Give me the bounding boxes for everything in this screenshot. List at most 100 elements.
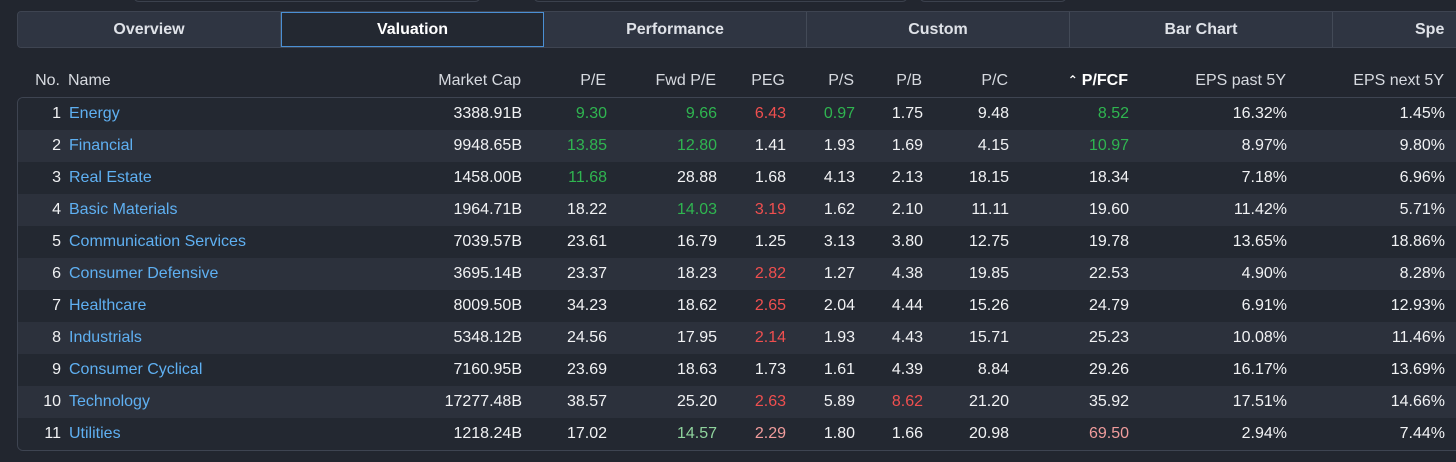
column-header-pc[interactable]: P/C xyxy=(981,72,1008,89)
sector-name-link[interactable]: Basic Materials xyxy=(69,201,178,218)
market-cap-cell: 3388.91B xyxy=(453,105,522,122)
sector-name-link[interactable]: Real Estate xyxy=(69,169,152,186)
pfcf-cell: 8.52 xyxy=(1097,105,1129,122)
pe-cell: 9.30 xyxy=(575,105,607,122)
table-row[interactable]: 6 Consumer Defensive 3695.14B 23.37 18.23 2.8… xyxy=(18,258,1456,290)
peg-cell: 1.25 xyxy=(754,233,786,250)
table-header: No. Name Market Cap P/E Fwd P/E PEG P/S … xyxy=(0,66,1456,98)
tab-performance[interactable]: Performance xyxy=(544,12,807,47)
sector-name-link[interactable]: Communication Services xyxy=(69,233,246,250)
row-number: 11 xyxy=(44,425,61,442)
tab-valuation[interactable]: Valuation xyxy=(281,12,544,47)
column-header-fwd-pe[interactable]: Fwd P/E xyxy=(655,72,716,89)
column-header-eps-past-5y[interactable]: EPS past 5Y xyxy=(1195,72,1286,89)
pe-cell: 23.69 xyxy=(566,361,607,378)
filter-select[interactable] xyxy=(919,0,1067,2)
column-header-pe[interactable]: P/E xyxy=(580,72,606,89)
tab-overview[interactable]: Overview xyxy=(18,12,281,47)
fwd-pe-cell: 28.88 xyxy=(676,169,717,186)
peg-cell: 1.68 xyxy=(754,169,786,186)
eps-past-5y-cell: 4.90% xyxy=(1241,265,1287,282)
eps-past-5y-cell: 13.65% xyxy=(1232,233,1287,250)
pb-cell: 4.38 xyxy=(891,265,923,282)
table-row[interactable]: 9 Consumer Cyclical 7160.95B 23.69 18.63 1.73… xyxy=(18,354,1456,386)
ps-cell: 1.62 xyxy=(823,201,855,218)
sector-name-link[interactable]: Consumer Cyclical xyxy=(69,361,203,378)
eps-past-5y-cell: 7.18% xyxy=(1241,169,1287,186)
pc-cell: 9.48 xyxy=(977,105,1009,122)
eps-past-5y-cell: 10.08% xyxy=(1232,329,1287,346)
sector-name-link[interactable]: Healthcare xyxy=(69,297,147,314)
ps-cell: 3.13 xyxy=(823,233,855,250)
sector-name-link[interactable]: Utilities xyxy=(69,425,121,442)
table-row[interactable]: 3 Real Estate 1458.00B 11.68 28.88 1.68 4.13 2.… xyxy=(18,162,1456,194)
sector-name-link[interactable]: Technology xyxy=(69,393,150,410)
sector-table: 1 Energy 3388.91B 9.30 9.66 6.43 0.97 1.75 9.48 8… xyxy=(17,97,1456,451)
market-cap-cell: 1964.71B xyxy=(453,201,522,218)
sector-name-link[interactable]: Energy xyxy=(69,105,120,122)
column-header-market-cap[interactable]: Market Cap xyxy=(438,72,521,89)
pfcf-cell: 35.92 xyxy=(1088,393,1129,410)
fwd-pe-cell: 14.03 xyxy=(676,201,717,218)
pfcf-cell: 19.60 xyxy=(1088,201,1129,218)
eps-next-5y-cell: 11.46% xyxy=(1391,329,1445,346)
column-header-pb[interactable]: P/B xyxy=(896,72,922,89)
filter-select[interactable] xyxy=(533,0,908,2)
row-number: 3 xyxy=(52,169,61,186)
table-row[interactable]: 11 Utilities 1218.24B 17.02 14.57 2.29 1.80 1.6… xyxy=(18,418,1456,450)
row-number: 4 xyxy=(52,201,61,218)
view-tabs: Overview Valuation Performance Custom Ba… xyxy=(17,11,1456,48)
pb-cell: 4.44 xyxy=(891,297,923,314)
sector-name-link[interactable]: Consumer Defensive xyxy=(69,265,219,282)
table-row[interactable]: 7 Healthcare 8009.50B 34.23 18.62 2.65 2.04 4.4… xyxy=(18,290,1456,322)
pe-cell: 11.68 xyxy=(568,169,607,186)
tab-bar-chart[interactable]: Bar Chart xyxy=(1070,12,1333,47)
pe-cell: 23.37 xyxy=(566,265,607,282)
sector-name-link[interactable]: Financial xyxy=(69,137,134,154)
sector-name-link[interactable]: Industrials xyxy=(69,329,142,346)
ps-cell: 5.89 xyxy=(823,393,855,410)
row-number: 10 xyxy=(43,393,61,410)
eps-next-5y-cell: 13.69% xyxy=(1390,361,1445,378)
table-row[interactable]: 1 Energy 3388.91B 9.30 9.66 6.43 0.97 1.75 9.48 8… xyxy=(18,98,1456,130)
fwd-pe-cell: 18.62 xyxy=(676,297,717,314)
pc-cell: 20.98 xyxy=(968,425,1009,442)
fwd-pe-cell: 25.20 xyxy=(676,393,717,410)
column-header-eps-next-5y[interactable]: EPS next 5Y xyxy=(1353,72,1444,89)
market-cap-cell: 3695.14B xyxy=(453,265,522,282)
table-row[interactable]: 8 Industrials 5348.12B 24.56 17.95 2.14 1.93 4.… xyxy=(18,322,1456,354)
tab-spe[interactable]: Spe xyxy=(1333,12,1456,47)
pc-cell: 15.71 xyxy=(968,329,1009,346)
column-header-no[interactable]: No. xyxy=(35,72,60,89)
peg-cell: 2.63 xyxy=(754,393,786,410)
market-cap-cell: 17277.48B xyxy=(444,393,522,410)
filter-select[interactable] xyxy=(133,0,481,2)
market-cap-cell: 9948.65B xyxy=(453,137,522,154)
column-header-ps[interactable]: P/S xyxy=(828,72,854,89)
table-row[interactable]: 10 Technology 17277.48B 38.57 25.20 2.63 5.89 8… xyxy=(18,386,1456,418)
fwd-pe-cell: 17.95 xyxy=(676,329,717,346)
tab-custom[interactable]: Custom xyxy=(807,12,1070,47)
pc-cell: 19.85 xyxy=(968,265,1009,282)
eps-next-5y-cell: 6.96% xyxy=(1399,169,1445,186)
table-row[interactable]: 2 Financial 9948.65B 13.85 12.80 1.41 1.93 1.69… xyxy=(18,130,1456,162)
table-row[interactable]: 4 Basic Materials 1964.71B 18.22 14.03 3.19 1.… xyxy=(18,194,1456,226)
column-header-peg[interactable]: PEG xyxy=(751,72,785,89)
ps-cell: 4.13 xyxy=(823,169,855,186)
market-cap-cell: 1458.00B xyxy=(453,169,522,186)
eps-past-5y-cell: 11.42% xyxy=(1233,201,1287,218)
pc-cell: 12.75 xyxy=(968,233,1009,250)
pc-cell: 18.15 xyxy=(968,169,1009,186)
eps-next-5y-cell: 12.93% xyxy=(1390,297,1445,314)
pfcf-cell: 29.26 xyxy=(1088,361,1129,378)
eps-past-5y-cell: 16.17% xyxy=(1232,361,1287,378)
table-row[interactable]: 5 Communication Services 7039.57B 23.61 16.7… xyxy=(18,226,1456,258)
row-number: 8 xyxy=(52,329,61,346)
column-header-name[interactable]: Name xyxy=(68,72,111,89)
row-number: 6 xyxy=(52,265,61,282)
top-controls-strip xyxy=(0,0,1456,12)
pfcf-cell: 24.79 xyxy=(1088,297,1129,314)
column-header-pfcf[interactable]: ⌃ P/FCF xyxy=(1068,72,1128,90)
market-cap-cell: 1218.24B xyxy=(453,425,522,442)
pfcf-cell: 18.34 xyxy=(1088,169,1129,186)
